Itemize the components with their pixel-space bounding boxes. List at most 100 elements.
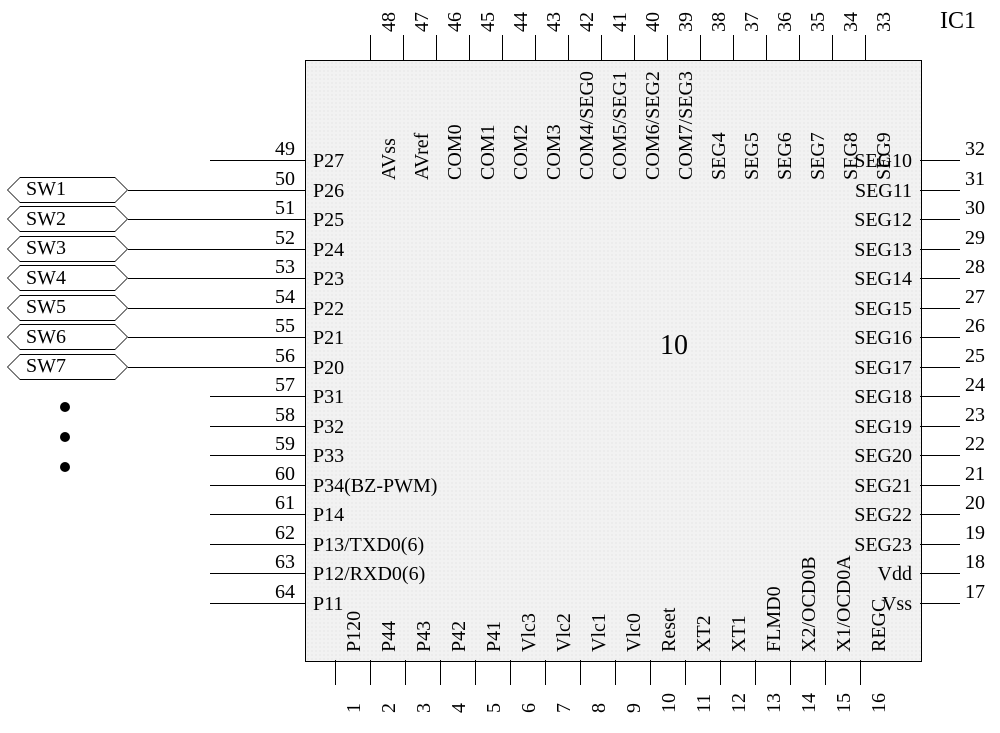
pin-label: Vlc1 xyxy=(588,613,611,652)
pin-label: SEG16 xyxy=(854,327,912,350)
pin-number: 38 xyxy=(708,12,731,32)
pin-lead-top xyxy=(733,35,734,60)
pin-label: SEG13 xyxy=(854,239,912,262)
pin-number: 61 xyxy=(275,492,295,515)
net-hexagon: SW5 xyxy=(20,295,115,321)
pin-number: 17 xyxy=(965,581,985,604)
chip-center-label: 10 xyxy=(660,330,688,362)
pin-lead-right xyxy=(920,573,960,574)
pin-label: P21 xyxy=(313,327,344,350)
net-hexagon: SW7 xyxy=(20,354,115,380)
pin-label: P44 xyxy=(378,621,401,652)
pin-number: 41 xyxy=(609,12,632,32)
pin-label: SEG15 xyxy=(854,298,912,321)
pin-number: 57 xyxy=(275,374,295,397)
hex-cap-left xyxy=(8,296,20,320)
pin-label: SEG21 xyxy=(854,475,912,498)
hex-cap-right xyxy=(115,178,127,202)
hex-cap-right xyxy=(115,296,127,320)
pin-lead-top xyxy=(766,35,767,60)
ellipsis-dot xyxy=(60,462,70,472)
pin-number: 24 xyxy=(965,374,985,397)
pin-label: P34(BZ-PWM) xyxy=(313,475,437,498)
switch-wire xyxy=(128,249,210,250)
pin-number: 64 xyxy=(275,581,295,604)
switch-net-sw7: SW7 xyxy=(20,354,115,380)
pin-label: P11 xyxy=(313,593,343,616)
ellipsis-dot xyxy=(60,432,70,442)
pin-number: 27 xyxy=(965,286,985,309)
pin-label: P120 xyxy=(343,611,366,652)
pin-lead-bottom xyxy=(790,660,791,685)
pin-label: P22 xyxy=(313,298,344,321)
pin-number: 31 xyxy=(965,168,985,191)
pin-number: 18 xyxy=(965,551,985,574)
pin-lead-bottom xyxy=(510,660,511,685)
pin-number: 11 xyxy=(693,694,716,713)
pin-lead-top xyxy=(502,35,503,60)
pin-number: 25 xyxy=(965,345,985,368)
pin-lead-top xyxy=(832,35,833,60)
switch-net-sw2: SW2 xyxy=(20,206,115,232)
hex-cap-left xyxy=(8,266,20,290)
pin-lead-bottom xyxy=(405,660,406,685)
switch-wire xyxy=(128,190,210,191)
pin-number: 29 xyxy=(965,227,985,250)
net-label: SW4 xyxy=(20,265,115,291)
pin-label: X1/OCD0A xyxy=(833,555,856,652)
net-label: SW3 xyxy=(20,236,115,262)
pin-number: 2 xyxy=(378,703,401,713)
pin-label: REGC xyxy=(868,599,891,652)
net-label: SW7 xyxy=(20,354,115,380)
pin-label: COM5/SEG1 xyxy=(609,71,632,180)
pin-label: P25 xyxy=(313,209,344,232)
pin-label: P31 xyxy=(313,386,344,409)
hex-cap-left xyxy=(8,237,20,261)
pin-label: SEG17 xyxy=(854,357,912,380)
pin-lead-right xyxy=(920,455,960,456)
pin-lead-top xyxy=(403,35,404,60)
pin-lead-top xyxy=(535,35,536,60)
pin-number: 50 xyxy=(275,168,295,191)
pin-number: 9 xyxy=(623,703,646,713)
pin-number: 33 xyxy=(873,12,896,32)
pin-number: 62 xyxy=(275,522,295,545)
pin-label: AVss xyxy=(378,138,401,180)
pin-number: 40 xyxy=(642,12,665,32)
pin-label: SEG11 xyxy=(855,180,912,203)
pin-lead-bottom xyxy=(475,660,476,685)
pin-label: Vdd xyxy=(878,563,912,586)
pin-label: P26 xyxy=(313,180,344,203)
hex-cap-right xyxy=(115,266,127,290)
hex-cap-right xyxy=(115,325,127,349)
pin-label: SEG22 xyxy=(854,504,912,527)
net-hexagon: SW4 xyxy=(20,265,115,291)
pin-label: COM6/SEG2 xyxy=(642,71,665,180)
pin-number: 60 xyxy=(275,463,295,486)
pin-label: Vlc2 xyxy=(553,613,576,652)
switch-net-sw1: SW1 xyxy=(20,177,115,203)
hex-cap-right xyxy=(115,207,127,231)
pin-number: 1 xyxy=(343,703,366,713)
pin-lead-right xyxy=(920,249,960,250)
pin-lead-right xyxy=(920,219,960,220)
pin-number: 26 xyxy=(965,315,985,338)
pin-number: 6 xyxy=(518,703,541,713)
pin-lead-right xyxy=(920,337,960,338)
pin-number: 3 xyxy=(413,703,436,713)
pin-label: SEG14 xyxy=(854,268,912,291)
pin-lead-top xyxy=(799,35,800,60)
pin-lead-bottom xyxy=(580,660,581,685)
pin-lead-bottom xyxy=(545,660,546,685)
switch-net-sw6: SW6 xyxy=(20,324,115,350)
pin-lead-right xyxy=(920,190,960,191)
hex-cap-right xyxy=(115,237,127,261)
pin-label: Vlc3 xyxy=(518,613,541,652)
pin-lead-bottom xyxy=(335,660,336,685)
pin-number: 13 xyxy=(763,693,786,713)
pin-number: 16 xyxy=(868,693,891,713)
hex-cap-left xyxy=(8,325,20,349)
pin-label: SEG12 xyxy=(854,209,912,232)
pin-lead-right xyxy=(920,396,960,397)
pin-number: 48 xyxy=(378,12,401,32)
